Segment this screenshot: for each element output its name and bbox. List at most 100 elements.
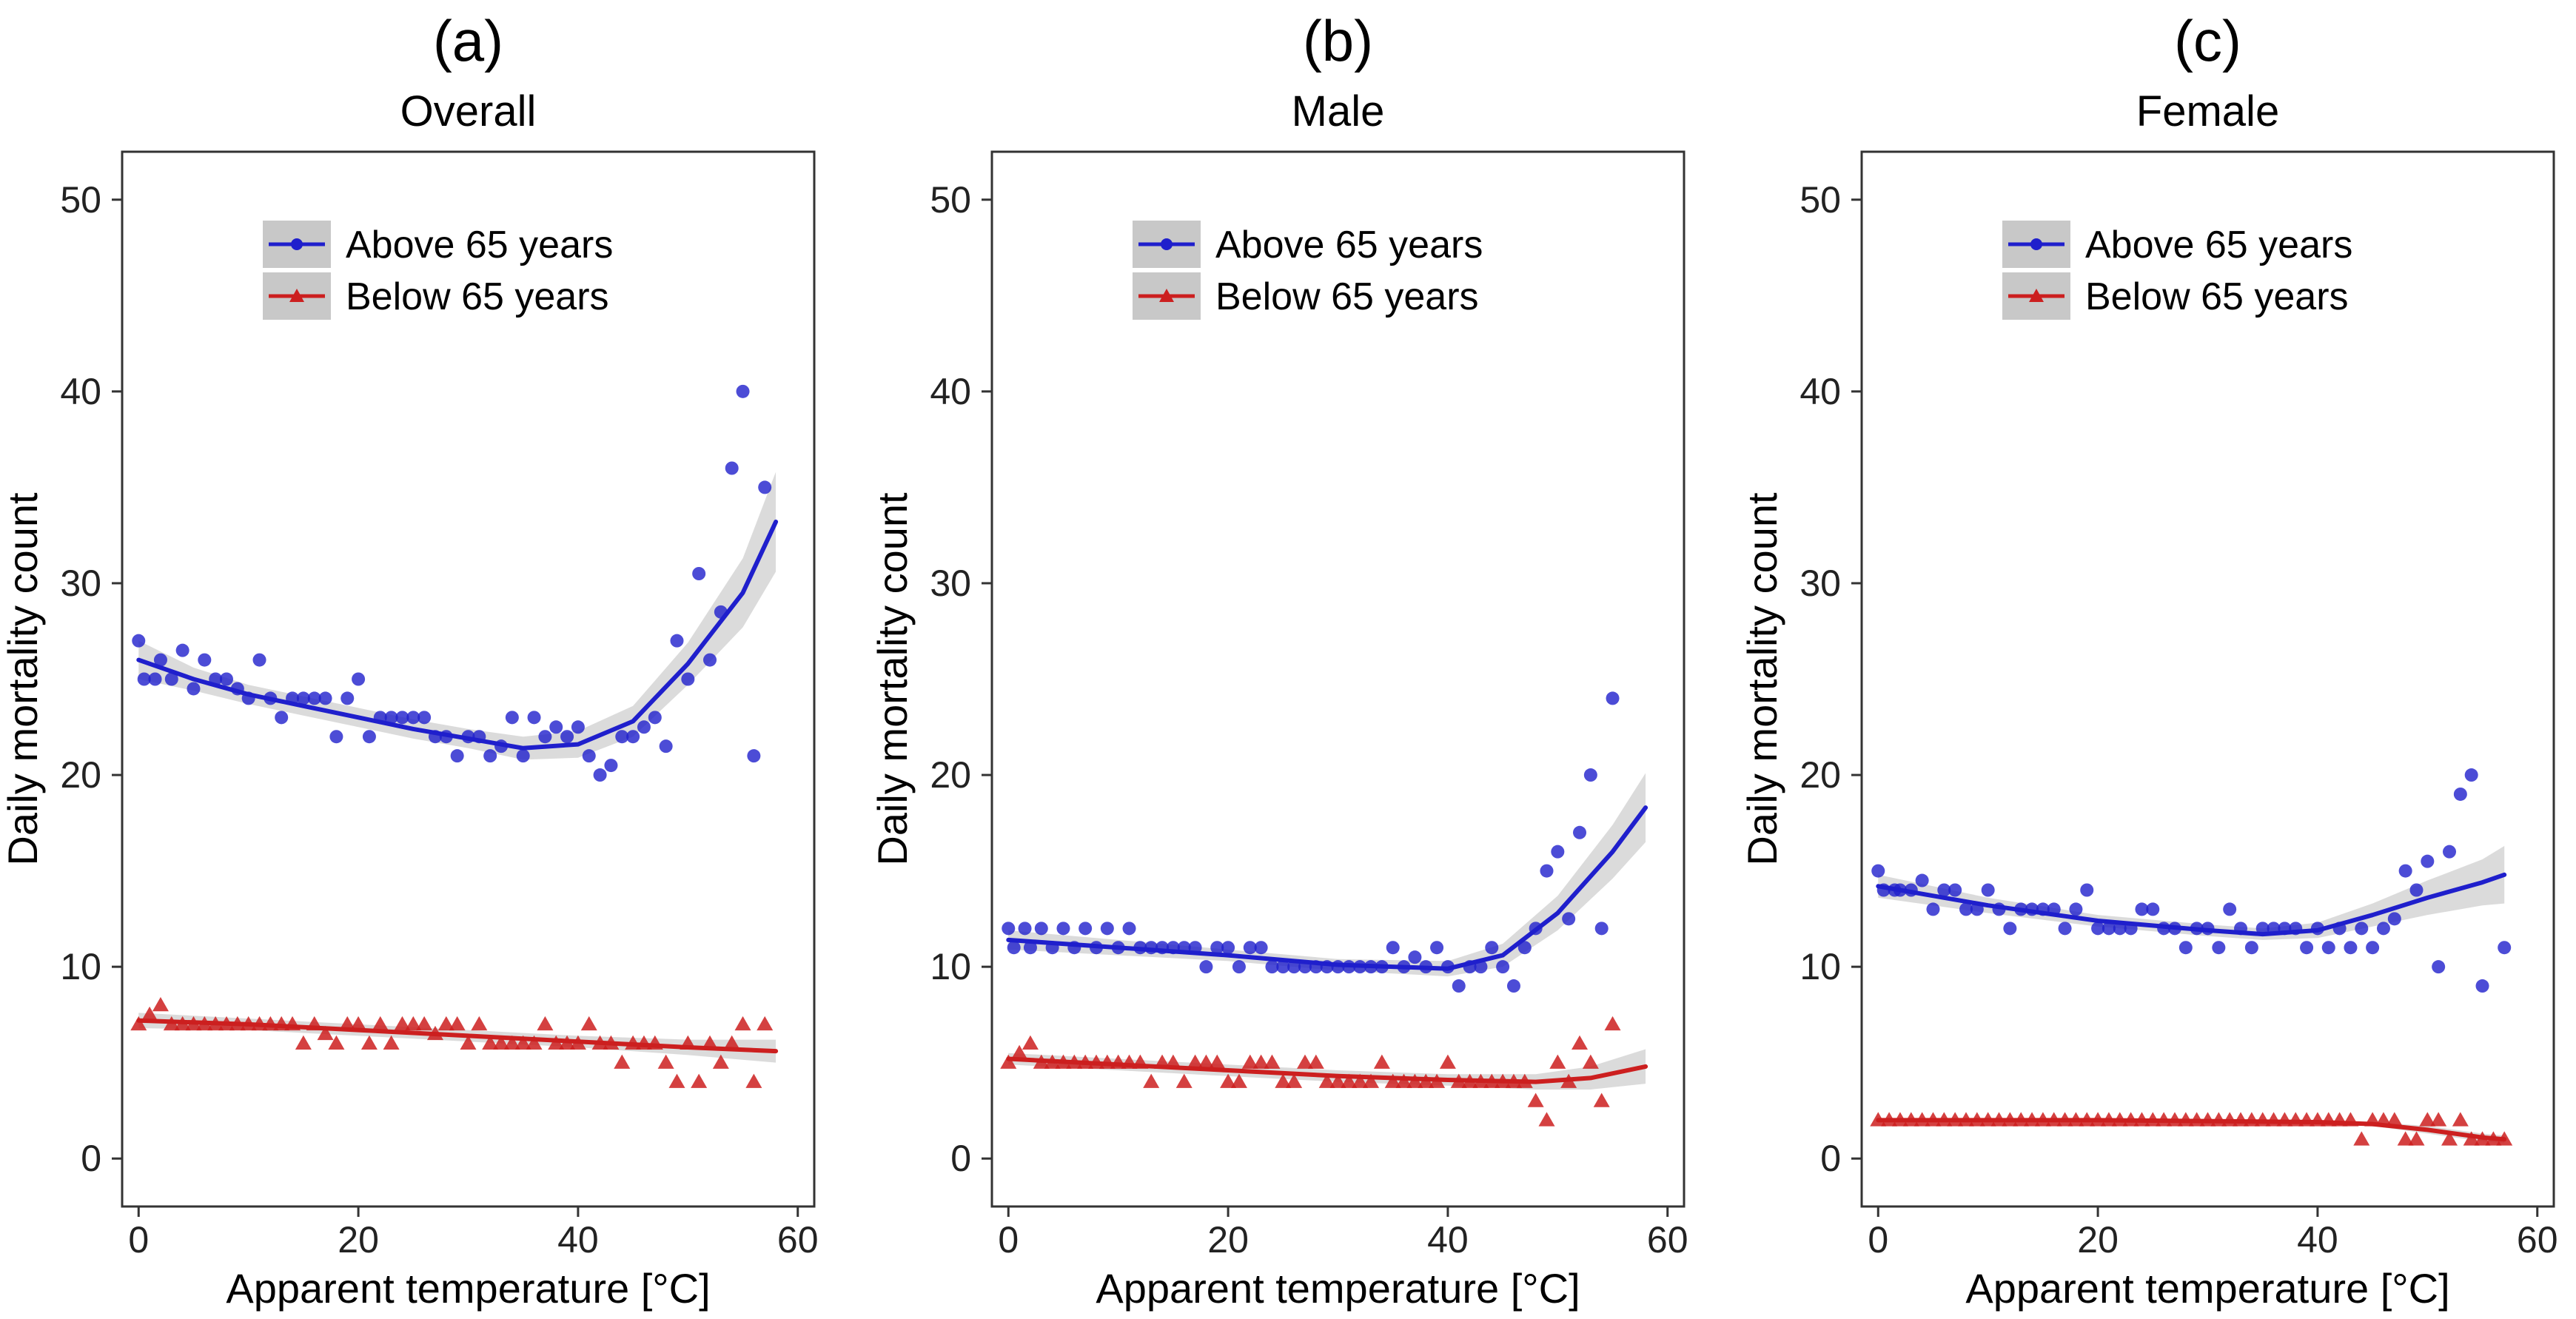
data-point: [527, 711, 541, 725]
data-point: [483, 749, 497, 763]
series-below-65: [1000, 1016, 1648, 1127]
data-point: [757, 1016, 774, 1031]
data-point: [296, 691, 310, 705]
legend-key-marker: [2029, 289, 2044, 302]
data-point: [604, 759, 618, 773]
data-point: [1209, 1054, 1226, 1069]
data-point: [1373, 1054, 1390, 1069]
data-point: [2463, 1131, 2480, 1146]
series-above-65: [1002, 691, 1648, 993]
data-point: [341, 691, 355, 705]
series-below-65: [1870, 1112, 2513, 1146]
legend-key-marker: [289, 289, 304, 302]
data-point: [681, 672, 695, 686]
data-point: [2366, 941, 2380, 955]
data-point: [1000, 1054, 1017, 1069]
series-above-65: [1871, 768, 2512, 993]
data-point: [1232, 960, 1246, 974]
data-point: [307, 691, 321, 705]
panel-letter: (b): [1303, 8, 1373, 73]
data-point: [1079, 922, 1093, 936]
data-point: [275, 711, 289, 725]
data-point: [614, 1054, 631, 1069]
data-point: [637, 720, 651, 734]
x-tick-label: 0: [128, 1219, 149, 1261]
data-point: [1937, 883, 1951, 897]
legend-label: Above 65 years: [1215, 224, 1483, 266]
data-point: [1926, 902, 1940, 916]
data-point: [659, 739, 673, 754]
data-point: [747, 749, 761, 763]
data-point: [2080, 883, 2094, 897]
data-point: [175, 643, 189, 657]
data-point: [2452, 1112, 2469, 1127]
data-point: [538, 730, 552, 744]
data-point: [668, 1073, 685, 1088]
data-point: [1551, 845, 1565, 859]
x-axis-label: Apparent temperature [°C]: [226, 1265, 710, 1312]
data-point: [2212, 941, 2226, 955]
data-point: [712, 1054, 729, 1069]
fit-line: [1876, 1118, 2507, 1142]
data-point: [736, 384, 750, 398]
data-point: [1430, 941, 1444, 955]
x-tick-label: 20: [2077, 1219, 2119, 1261]
data-point: [1100, 922, 1114, 936]
data-point: [505, 711, 519, 725]
data-point: [1307, 1054, 1324, 1069]
data-point: [560, 730, 574, 744]
data-point: [450, 749, 464, 763]
data-point: [1122, 922, 1136, 936]
data-point: [514, 1035, 531, 1050]
data-point: [2441, 1131, 2458, 1146]
y-tick-label: 50: [1799, 179, 1841, 221]
data-point: [1549, 1054, 1566, 1069]
data-point: [2409, 883, 2424, 897]
y-tick-label: 30: [930, 563, 971, 604]
data-point: [417, 711, 432, 725]
data-point: [1198, 1054, 1215, 1069]
data-point: [460, 1035, 477, 1050]
data-point: [1538, 1112, 1555, 1127]
panel-1: (a) Overall 0 20 40 60 0 10 20 30 40 50 Apparent tem…: [0, 8, 819, 1312]
data-point: [1252, 1054, 1269, 1069]
data-point: [670, 634, 684, 648]
data-point: [692, 567, 706, 580]
data-point: [1264, 1054, 1281, 1069]
data-point: [580, 1016, 597, 1031]
data-point: [1220, 1073, 1237, 1088]
x-tick-label: 60: [1647, 1219, 1688, 1261]
data-point: [1286, 1073, 1303, 1088]
data-point: [549, 720, 563, 734]
legend: Above 65 years Below 65 years: [1133, 221, 1483, 320]
data-point: [2244, 941, 2258, 955]
data-point: [1329, 1073, 1346, 1088]
series-below-65: [130, 996, 779, 1088]
data-point: [2419, 1112, 2436, 1127]
data-point: [295, 1035, 312, 1050]
data-point: [734, 1016, 751, 1031]
data-point: [329, 730, 343, 744]
data-point: [1175, 1073, 1193, 1088]
y-tick-label: 30: [60, 563, 101, 604]
plot-frame: [990, 150, 1686, 1208]
data-point: [1230, 1073, 1247, 1088]
data-point: [471, 1016, 488, 1031]
data-point: [1241, 1054, 1258, 1069]
y-tick-label: 40: [1799, 371, 1841, 412]
data-point: [1034, 922, 1048, 936]
data-point: [516, 749, 530, 763]
panel-title: Male: [1292, 87, 1385, 135]
legend-label: Below 65 years: [1215, 275, 1479, 318]
panel-3: (c) Female 0 20 40 60 0 10 20 30 40 50 Apparent temp…: [1739, 8, 2558, 1312]
data-point: [2397, 1131, 2414, 1146]
y-tick-label: 30: [1799, 563, 1841, 604]
data-point: [1593, 1093, 1610, 1107]
data-point: [372, 1016, 389, 1031]
plot-frame: [121, 150, 816, 1208]
data-point: [1573, 825, 1587, 839]
data-point: [2321, 941, 2335, 955]
data-point: [758, 480, 772, 494]
series-above-65: [132, 384, 779, 782]
data-point: [187, 682, 201, 696]
